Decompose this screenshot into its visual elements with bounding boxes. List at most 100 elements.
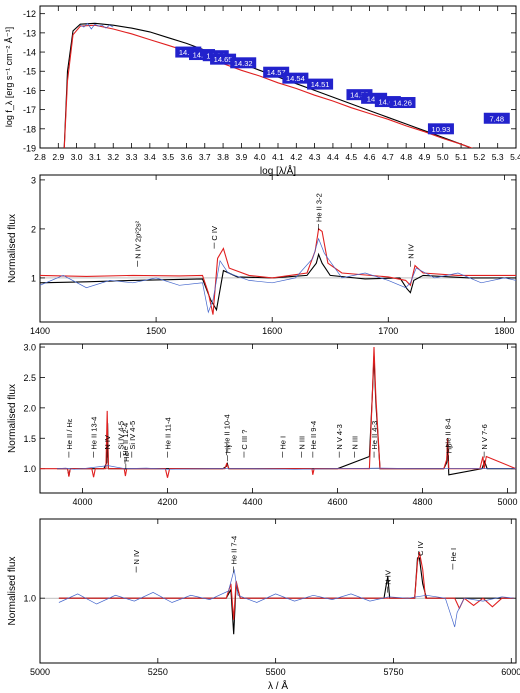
series-line — [56, 465, 516, 470]
y-axis-label: Normalised flux — [7, 214, 18, 283]
photometry-label: 14.04 — [179, 48, 198, 57]
line-id-label: Hβ — [444, 443, 453, 453]
panel-sed: 2.8 2.9 3.0 3.1 3.2 3.3 3.4 3.5 3.6 3.7 3.8 3.9 4.0 4… — [4, 5, 520, 177]
series-line — [80, 22, 114, 30]
x-tick-label: 4.9 — [419, 152, 431, 162]
x-tick-label: 3.3 — [126, 152, 138, 162]
panel-uv: 1400 1500 1600 1700 1800 1 2 3 Normalised flux N … — [7, 174, 517, 336]
x-tick-label: 5.0 — [437, 152, 449, 162]
series-line — [40, 227, 516, 315]
line-id-label: C IV — [210, 226, 219, 241]
photometry-box — [230, 57, 257, 69]
y-tick-label: 1.0 — [23, 464, 36, 474]
photometry-box — [263, 66, 290, 78]
photometry-label: 7.48 — [489, 114, 504, 123]
x-tick-label: 3.9 — [235, 152, 247, 162]
line-id-label: He II / Hε — [65, 418, 74, 450]
x-tick-label: 3.0 — [71, 152, 83, 162]
photometry-box — [175, 46, 202, 58]
plot-area — [63, 22, 474, 148]
x-tick-label: 4600 — [327, 497, 347, 507]
y-tick-label: 1 — [31, 273, 36, 283]
line-id-label: Si IV 4-5 — [128, 421, 137, 450]
photometry-label: 14.54 — [286, 74, 305, 83]
x-tick-label: 3.4 — [144, 152, 156, 162]
line-id-label: N III — [297, 436, 306, 450]
y-tick-label: 2 — [31, 224, 36, 234]
photometry-label: 14.3 — [367, 94, 382, 103]
line-id-label: N IV 2p²2s² — [134, 220, 143, 258]
series-line — [57, 356, 516, 477]
series-line — [63, 22, 474, 148]
x-tick-label: 1800 — [494, 326, 514, 336]
photometry-label: 14.29 — [193, 51, 212, 60]
x-tick-label: 4.0 — [254, 152, 266, 162]
line-id-label: N V 4-3 — [335, 424, 344, 449]
series-line — [63, 24, 474, 148]
series-line — [58, 569, 514, 628]
y-tick-label: -17 — [23, 105, 36, 115]
y-tick-label: -12 — [23, 9, 36, 19]
x-tick-label: 4.3 — [309, 152, 321, 162]
series-line — [40, 237, 516, 314]
line-id-label: N V 7-6 — [480, 424, 489, 449]
x-tick-label: 5000 — [497, 497, 517, 507]
line-id-label: N III — [351, 436, 360, 450]
y-axis-label: log f_λ [erg s⁻¹ cm⁻² Å⁻¹] — [4, 27, 14, 127]
x-tick-label: 5750 — [383, 667, 403, 677]
line-id-label: Hδ — [122, 452, 131, 462]
y-tick-label: 3 — [31, 175, 36, 185]
x-tick-label: 5.4 — [510, 152, 520, 162]
y-tick-label: 1.0 — [23, 594, 36, 604]
y-tick-label: 2.5 — [23, 373, 36, 383]
line-id-label: He II 9-4 — [309, 421, 318, 450]
x-tick-label: 5000 — [30, 667, 50, 677]
x-tick-label: 1400 — [30, 326, 50, 336]
line-id-label: He I — [449, 548, 458, 562]
x-tick-label: 1700 — [378, 326, 398, 336]
line-id-label: He II 3-2 — [315, 193, 324, 222]
x-tick-label: 5250 — [148, 667, 168, 677]
photometry-box — [361, 92, 388, 104]
axis-frame — [39, 518, 517, 664]
x-tick-label: 4200 — [157, 497, 177, 507]
x-tick-label: 4.4 — [327, 152, 339, 162]
photometry-label: 14.65 — [214, 55, 233, 64]
photometry-box — [389, 97, 416, 109]
y-axis-label: Normalised flux — [7, 384, 18, 453]
photometry-box — [483, 112, 510, 124]
x-tick-label: 3.5 — [162, 152, 174, 162]
line-id-label: C IV — [416, 541, 425, 556]
x-tick-label: 3.8 — [217, 152, 229, 162]
panel-optical-blue: 4000 4200 4400 4600 4800 5000 1.0 1.5 2.0 2.5 3.0 N… — [7, 343, 518, 507]
x-tick-label: 5.3 — [492, 152, 504, 162]
series-line — [58, 557, 514, 635]
photometry-label: 14.26 — [393, 99, 412, 108]
line-id-label: He II 11-4 — [164, 417, 173, 449]
photometry-box — [346, 89, 373, 101]
photometry-label: 14.60 — [378, 98, 397, 107]
y-tick-label: -18 — [23, 124, 36, 134]
photometry-label: 14.51 — [311, 80, 330, 89]
line-id-label: He II 13-4 — [90, 417, 99, 450]
photometry-box — [282, 72, 309, 84]
series-line — [58, 551, 514, 620]
photometry-box — [307, 78, 334, 90]
x-tick-label: 4.7 — [382, 152, 394, 162]
photometry-label: 14.53 — [350, 91, 369, 100]
photometry-label: 14.32 — [234, 59, 253, 68]
line-id-label: N IV — [132, 550, 141, 565]
line-id-label: N IV — [383, 570, 392, 585]
y-tick-label: 2.0 — [23, 403, 36, 413]
y-tick-label: -15 — [23, 67, 36, 77]
x-tick-label: 2.8 — [34, 152, 46, 162]
line-id-label: He II 4-3 — [370, 421, 379, 450]
x-tick-label: 2.9 — [52, 152, 64, 162]
y-tick-label: 1.5 — [23, 434, 36, 444]
x-tick-label: 5500 — [266, 667, 286, 677]
y-tick-label: 3.0 — [23, 343, 36, 353]
line-id-label: He II 10-4 — [223, 414, 232, 447]
series-line — [40, 346, 516, 478]
panel-optical-red: 5000 5250 5500 5750 6000 1.0 λ / Å Normalised f… — [7, 518, 520, 692]
